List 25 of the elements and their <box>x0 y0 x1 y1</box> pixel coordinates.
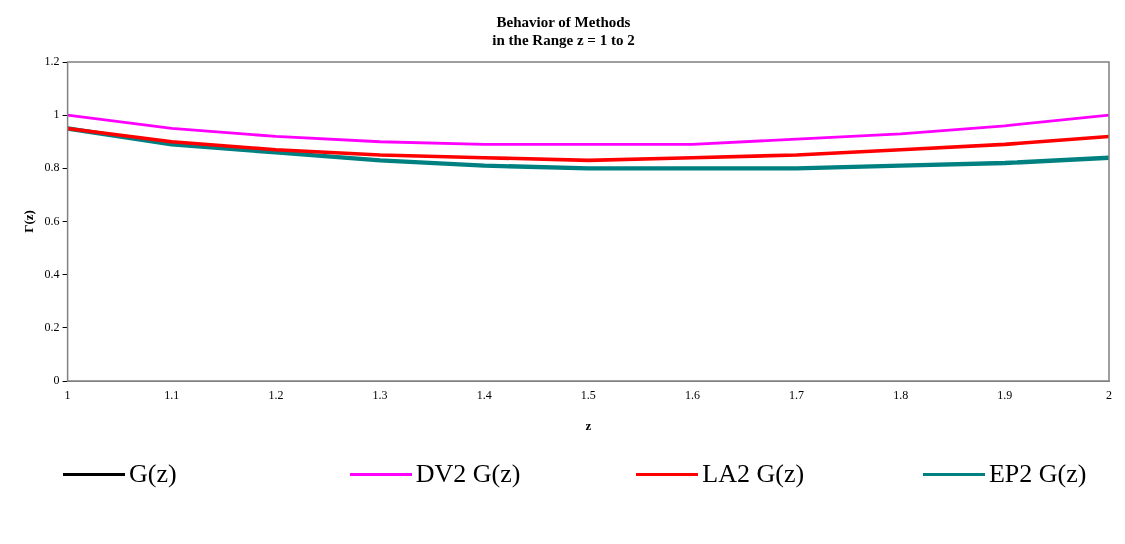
y-axis-title: Γ(z) <box>21 210 37 233</box>
y-tick-label: 1 <box>53 107 60 122</box>
legend-label: LA2 G(z) <box>702 458 806 490</box>
legend-label: G(z) <box>129 458 178 490</box>
y-tick-label: 0.6 <box>44 213 60 228</box>
x-tick-label: 1 <box>64 388 71 403</box>
x-tick-label: 1.4 <box>476 388 492 403</box>
y-tick-label: 0.4 <box>44 266 60 281</box>
x-tick-label: 2 <box>1106 388 1112 403</box>
x-tick-label: 1.1 <box>164 388 180 403</box>
x-tick-label: 1.7 <box>789 388 805 403</box>
x-tick-label: 1.5 <box>580 388 596 403</box>
chart-title: Behavior of Methods in the Range z = 1 to 2 <box>492 13 635 48</box>
x-axis-title: z <box>585 417 592 433</box>
legend-label: DV2 G(z) <box>415 458 522 490</box>
x-tick-label: 1.6 <box>684 388 700 403</box>
y-tick-label: 0.2 <box>44 319 60 334</box>
x-tick-label: 1.2 <box>268 388 284 403</box>
y-tick-label: 1.2 <box>44 54 60 69</box>
x-tick-label: 1.8 <box>893 388 909 403</box>
legend-label: EP2 G(z) <box>988 458 1088 490</box>
x-tick-label: 1.3 <box>372 388 388 403</box>
x-tick-label: 1.9 <box>997 388 1013 403</box>
y-tick-label: 0.8 <box>44 160 60 175</box>
y-tick-label: 0 <box>53 373 60 388</box>
